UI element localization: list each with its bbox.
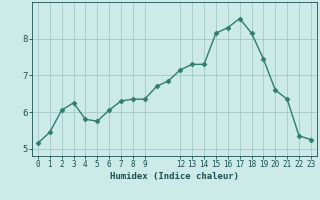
X-axis label: Humidex (Indice chaleur): Humidex (Indice chaleur) [110,172,239,181]
